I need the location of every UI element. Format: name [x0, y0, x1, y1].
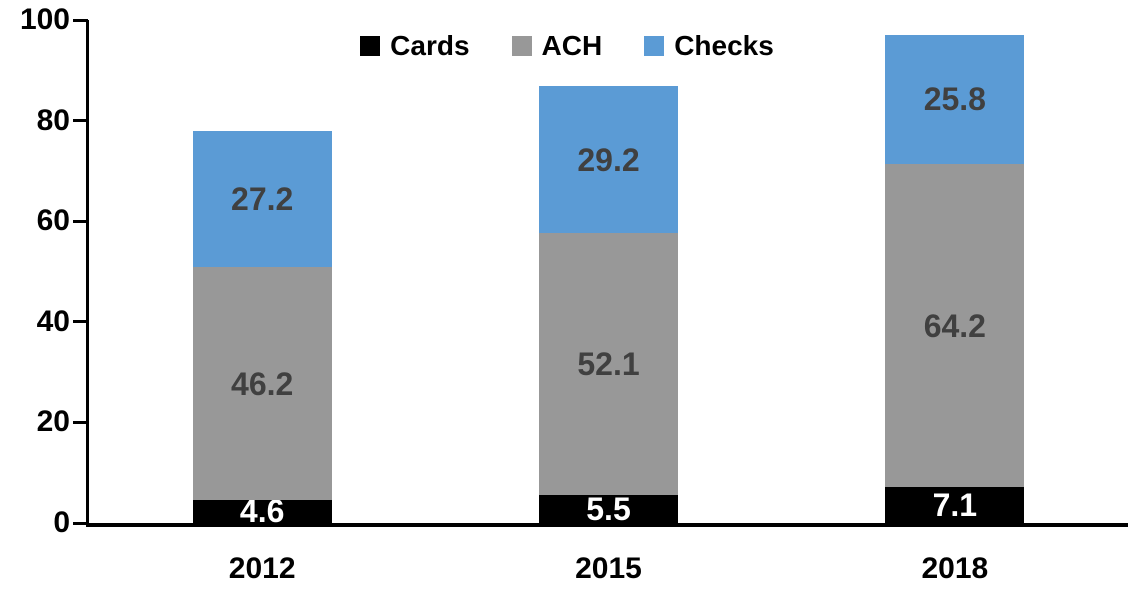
y-tick-mark [73, 320, 88, 324]
bar-value-label: 4.6 [239, 493, 285, 530]
bar-segment-checks-2012: 27.2 [192, 130, 332, 268]
bar-value-label: 7.1 [932, 487, 978, 524]
bar-segment-checks-2018: 25.8 [885, 34, 1025, 165]
y-tick-mark [73, 219, 88, 223]
legend: Cards ACH Checks [0, 30, 1134, 62]
y-tick-label: 0 [53, 506, 70, 539]
y-tick-label: 20 [36, 405, 70, 439]
bar-value-label: 27.2 [231, 181, 294, 218]
legend-swatch [511, 36, 532, 56]
bar-segment-cards-2018: 7.1 [885, 487, 1025, 524]
bar-value-label: 52.1 [577, 346, 640, 383]
y-tick-mark [73, 18, 88, 22]
y-tick-label: 60 [36, 204, 70, 238]
bar-value-label: 64.2 [923, 307, 986, 344]
y-tick-label: 40 [36, 304, 70, 338]
legend-label: Cards [390, 30, 470, 61]
bar-value-label: 25.8 [923, 81, 986, 118]
bar-segment-cards-2012: 4.6 [192, 495, 332, 527]
legend-item-ach: ACH [511, 30, 603, 62]
bar-segment-cards-2015: 5.5 [539, 491, 678, 528]
bar-value-label: 5.5 [586, 491, 631, 528]
bar-segment-ach-2018: 64.2 [885, 164, 1025, 488]
y-tick-mark [73, 420, 88, 424]
bar-segment-ach-2015: 52.1 [539, 233, 678, 496]
x-axis-label: 2018 [921, 552, 989, 585]
legend-swatch [644, 36, 665, 56]
x-axis-label: 2015 [575, 552, 642, 585]
y-tick-label: 80 [36, 103, 70, 137]
y-tick-mark [73, 119, 88, 123]
bar-segment-checks-2015: 29.2 [539, 86, 678, 234]
legend-label: ACH [541, 30, 603, 61]
legend-swatch [360, 36, 381, 56]
x-axis-line [86, 523, 1128, 527]
legend-item-checks: Checks [644, 30, 774, 62]
y-tick-label: 100 [19, 3, 70, 36]
y-axis-line [86, 20, 89, 523]
bar-value-label: 46.2 [231, 365, 294, 402]
legend-item-cards: Cards [360, 30, 470, 62]
x-axis-label: 2012 [228, 552, 296, 585]
bar-segment-ach-2012: 46.2 [192, 267, 332, 500]
y-tick-mark [73, 521, 88, 525]
legend-label: Checks [674, 30, 774, 61]
bar-value-label: 29.2 [577, 141, 640, 178]
